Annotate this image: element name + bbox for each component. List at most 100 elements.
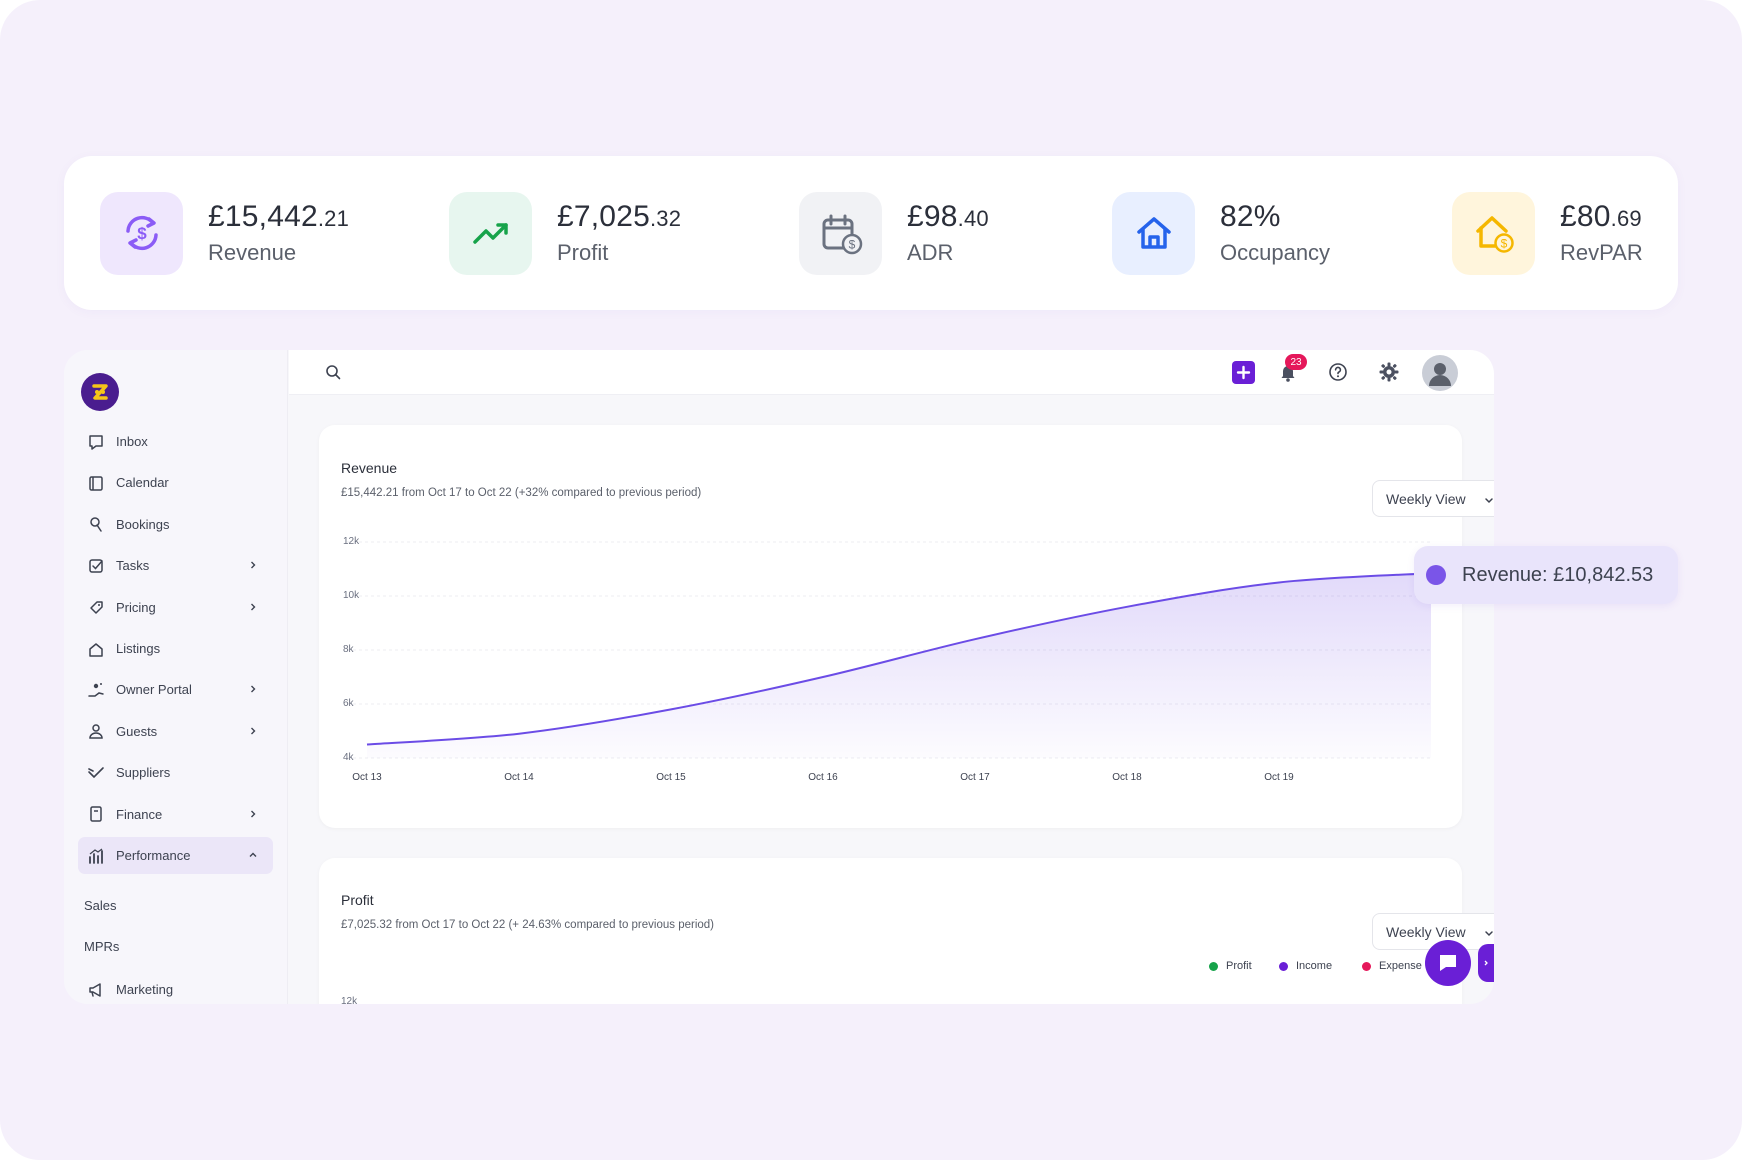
kpi-profit-value: £7,025.32 xyxy=(557,200,682,233)
tooltip-text: Revenue: £10,842.53 xyxy=(1462,563,1654,586)
logo-icon xyxy=(92,384,108,400)
x-tick-label: Oct 16 xyxy=(808,772,838,783)
revenue-card-title: Revenue xyxy=(341,460,398,476)
kpi-revpar-value: £80.69 xyxy=(1560,200,1642,233)
chat-bubble-icon xyxy=(1440,955,1456,971)
user-icon xyxy=(1429,363,1451,386)
legend-dot xyxy=(1279,961,1288,971)
finance-icon xyxy=(86,804,106,824)
kpi-adr-value: £98.40 xyxy=(907,200,989,233)
legend-label: Profit xyxy=(1226,960,1252,972)
adr-icon-tile: $ xyxy=(799,191,882,275)
chevron-right-icon xyxy=(247,601,259,613)
sidebar-item-label: Listings xyxy=(116,641,161,656)
performance-chart-icon xyxy=(86,846,106,866)
sidebar-item-finance[interactable]: Finance xyxy=(78,796,273,833)
sidebar-item-calendar[interactable]: Calendar xyxy=(78,464,273,501)
revenue-card-subtitle: £15,442.21 from Oct 17 to Oct 22 (+32% c… xyxy=(341,487,702,499)
svg-text:$: $ xyxy=(848,238,855,252)
sidebar-item-performance[interactable]: Performance xyxy=(78,837,273,874)
legend-profit: Profit xyxy=(1209,960,1252,972)
sidebar-item-owner-portal[interactable]: Owner Portal xyxy=(78,671,273,708)
home-money-icon: $ xyxy=(1475,216,1514,253)
kpi-profit: £7,025.32 Profit xyxy=(449,191,681,275)
chevron-down-icon xyxy=(1485,931,1493,937)
revenue-series-line xyxy=(366,572,1432,746)
x-tick-label: Oct 15 xyxy=(656,772,686,783)
sidebar-item-label: Bookings xyxy=(116,516,170,532)
sidebar-item-pricing[interactable]: Pricing xyxy=(78,589,273,626)
revenue-area-fill xyxy=(367,573,1431,758)
profit-card-title: Profit xyxy=(341,892,374,908)
svg-text:$: $ xyxy=(137,224,147,243)
legend-dot xyxy=(1209,961,1218,971)
dropdown-label: Weekly View xyxy=(1386,923,1466,940)
sidebar-subitem-mprs[interactable]: MPRs xyxy=(84,939,120,954)
legend-label: Expense xyxy=(1379,960,1422,972)
sidebar-item-listings[interactable]: Listings xyxy=(78,630,273,667)
sidebar-item-label: Marketing xyxy=(116,982,174,997)
home-icon xyxy=(1136,217,1171,249)
sidebar-item-tasks[interactable]: Tasks xyxy=(78,547,273,584)
kpi-revenue-value: £15,442.21 xyxy=(208,200,350,233)
kpi-adr-label: ADR xyxy=(907,240,954,265)
kpi-occupancy-value: 82% xyxy=(1220,200,1281,233)
chevron-right-icon xyxy=(247,808,259,820)
sidebar-item-label: Calendar xyxy=(116,475,169,491)
y-tick-label: 4k xyxy=(343,752,354,763)
search-icon[interactable] xyxy=(321,360,345,384)
sidebar-item-suppliers[interactable]: Suppliers xyxy=(78,754,273,791)
top-bar xyxy=(289,350,1494,395)
pricing-tag-icon xyxy=(86,597,106,617)
sidebar-item-inbox[interactable]: Inbox xyxy=(78,423,273,460)
kpi-revenue-label: Revenue xyxy=(208,240,297,265)
profit-card-subtitle: £7,025.32 from Oct 17 to Oct 22 (+ 24.63… xyxy=(341,919,714,931)
x-tick-label: Oct 17 xyxy=(960,772,990,783)
revenue-tooltip: Revenue: £10,842.53 xyxy=(1414,546,1678,604)
legend-dot xyxy=(1362,961,1371,971)
add-new-button[interactable] xyxy=(1231,360,1255,384)
help-button[interactable] xyxy=(1326,360,1350,384)
settings-button[interactable] xyxy=(1377,360,1401,384)
sidebar-subitem-sales[interactable]: Sales xyxy=(84,898,117,913)
inbox-icon xyxy=(86,432,106,452)
chevron-down-icon xyxy=(1485,498,1493,504)
tooltip-dot xyxy=(1426,565,1446,585)
tasks-icon xyxy=(86,556,106,576)
svg-text:$: $ xyxy=(1500,237,1507,251)
occupancy-icon-tile xyxy=(1112,191,1195,275)
suppliers-icon xyxy=(86,763,106,783)
revpar-icon-tile: $ xyxy=(1452,191,1535,275)
notification-count-badge: 23 xyxy=(1285,354,1307,370)
chevron-right-icon xyxy=(247,725,259,737)
sidebar-item-guests[interactable]: Guests xyxy=(78,713,273,750)
x-tick-label: Oct 19 xyxy=(1264,772,1294,783)
sidebar-item-label: Tasks xyxy=(116,558,150,574)
user-avatar[interactable] xyxy=(1422,355,1458,391)
chat-button[interactable] xyxy=(1425,940,1471,986)
kpi-revpar-label: RevPAR xyxy=(1560,240,1643,265)
x-tick-label: Oct 13 xyxy=(352,772,382,783)
revenue-exchange-icon: $ xyxy=(125,215,158,251)
owner-portal-icon xyxy=(86,680,106,700)
chevron-right-icon xyxy=(1484,960,1488,966)
plus-icon xyxy=(1231,360,1255,384)
y-tick-label: 6k xyxy=(343,698,354,709)
sidebar-item-bookings[interactable]: Bookings xyxy=(78,506,273,543)
listings-home-icon xyxy=(86,639,106,659)
sidebar-item-label: Owner Portal xyxy=(116,682,192,698)
kpi-summary-strip: $ £15,442.21 Revenue £7,025.32 Profit $ xyxy=(64,156,1678,310)
sidebar-item-label: Suppliers xyxy=(116,765,171,781)
y-tick-label: 10k xyxy=(343,590,360,601)
app-logo[interactable] xyxy=(81,373,119,411)
revenue-weekly-view-dropdown[interactable]: Weekly View xyxy=(1372,480,1494,517)
dropdown-label: Weekly View xyxy=(1386,490,1466,507)
side-panel-tab[interactable] xyxy=(1478,944,1494,982)
sidebar-item-marketing[interactable]: Marketing xyxy=(78,971,273,1004)
kpi-revpar: $ £80.69 RevPAR xyxy=(1452,191,1643,275)
kpi-profit-label: Profit xyxy=(557,240,609,265)
revenue-icon-tile: $ xyxy=(100,191,183,275)
legend-label: Income xyxy=(1296,960,1333,972)
guests-icon xyxy=(86,721,106,741)
sidebar-item-label: Finance xyxy=(116,806,163,822)
